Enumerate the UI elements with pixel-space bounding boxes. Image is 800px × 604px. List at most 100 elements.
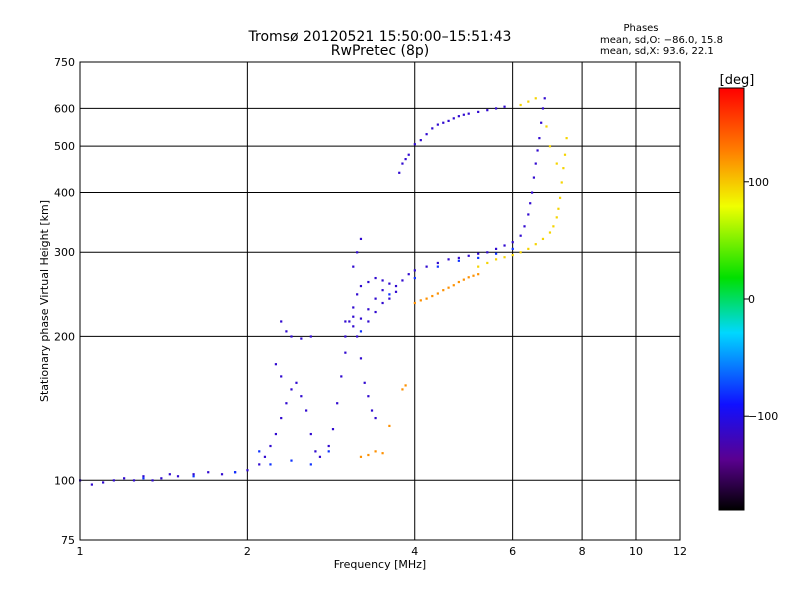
data-point: [536, 149, 539, 152]
data-point: [494, 258, 498, 261]
data-point: [388, 282, 391, 285]
x-tick-label: 1: [77, 545, 84, 558]
x-ticks: 1 2 4 6 8 10 12: [77, 545, 688, 558]
data-point: [477, 252, 480, 255]
data-point: [142, 475, 145, 478]
data-point: [457, 115, 460, 118]
x-axis-label: Frequency [MHz]: [334, 558, 426, 571]
data-point: [102, 481, 105, 484]
data-point: [477, 273, 480, 276]
data-point: [457, 256, 460, 260]
data-point: [447, 258, 450, 261]
data-point: [142, 477, 145, 480]
data-point: [436, 265, 439, 268]
data-point: [558, 196, 562, 199]
y-ticks: 75 100 200 300 400 500 600 750: [54, 56, 75, 547]
colorbar-ticks: 100 0 −100: [744, 176, 778, 423]
data-point: [295, 381, 298, 384]
data-point: [534, 97, 537, 100]
data-point: [168, 473, 171, 476]
chart-subtitle: RwPretec (8p): [331, 43, 429, 59]
data-point: [477, 256, 480, 260]
data-point: [404, 384, 407, 387]
data-point: [486, 109, 489, 112]
colorbar: [718, 87, 745, 511]
data-point: [359, 357, 363, 360]
data-point: [274, 432, 278, 436]
data-point: [486, 261, 489, 265]
y-tick-label: 100: [54, 474, 75, 487]
data-point: [374, 450, 377, 453]
data-point: [407, 153, 410, 156]
data-point: [327, 444, 330, 448]
x-tick-label: 8: [579, 545, 586, 558]
data-point: [367, 453, 370, 457]
data-point: [285, 402, 288, 405]
colorbar-label: [deg]: [720, 73, 755, 88]
data-point: [220, 473, 224, 476]
data-point: [425, 265, 428, 268]
data-point: [494, 247, 498, 250]
data-point: [374, 416, 377, 420]
data-point: [394, 284, 398, 288]
data-point: [359, 237, 363, 241]
data-point: [344, 351, 347, 354]
data-point: [562, 167, 565, 170]
data-point: [462, 278, 465, 281]
data-point: [151, 479, 154, 482]
y-tick-label: 75: [61, 534, 75, 547]
data-point: [359, 455, 363, 458]
data-point: [123, 477, 126, 480]
data-point: [381, 301, 384, 305]
data-point: [467, 112, 470, 115]
stats-heading: Phases: [623, 23, 658, 34]
data-point: [467, 276, 470, 279]
data-point: [548, 145, 552, 148]
data-point: [530, 191, 534, 194]
data-point: [285, 330, 288, 333]
y-axis-label: Stationary phase Virtual Height [km]: [38, 200, 51, 402]
data-point: [160, 477, 163, 480]
data-point: [401, 162, 404, 165]
data-point: [413, 143, 416, 146]
chart-title: Tromsø 20120521 15:50:00–15:51:43: [248, 29, 512, 45]
data-point: [269, 444, 272, 448]
data-point: [462, 113, 465, 116]
data-point: [192, 473, 195, 476]
data-point: [314, 450, 317, 453]
data-point: [563, 153, 567, 156]
data-point: [404, 158, 407, 161]
data-point: [503, 256, 506, 259]
data-point: [352, 265, 355, 268]
data-point: [407, 273, 410, 276]
data-point: [431, 127, 434, 130]
data-point: [327, 450, 330, 453]
data-point: [374, 297, 377, 300]
data-point: [340, 375, 343, 378]
data-point: [519, 234, 522, 237]
data-point: [309, 432, 312, 436]
data-point: [413, 269, 416, 272]
data-point: [367, 308, 370, 311]
data-point: [336, 402, 339, 405]
data-point: [363, 381, 366, 384]
x-tick-label: 2: [244, 545, 251, 558]
data-point: [112, 479, 115, 482]
data-point: [280, 416, 283, 420]
data-point: [388, 297, 391, 300]
data-point: [467, 254, 470, 257]
data-point: [401, 388, 404, 391]
data-point: [367, 320, 370, 323]
data-point: [431, 294, 434, 298]
data-point: [447, 286, 450, 289]
data-point: [527, 213, 530, 216]
data-point: [344, 335, 347, 338]
data-point: [442, 121, 445, 124]
data-point: [452, 117, 455, 120]
data-point: [413, 276, 416, 280]
data-point: [394, 290, 398, 293]
data-point: [543, 97, 546, 100]
data-point: [269, 463, 272, 466]
data-points: [79, 97, 568, 486]
